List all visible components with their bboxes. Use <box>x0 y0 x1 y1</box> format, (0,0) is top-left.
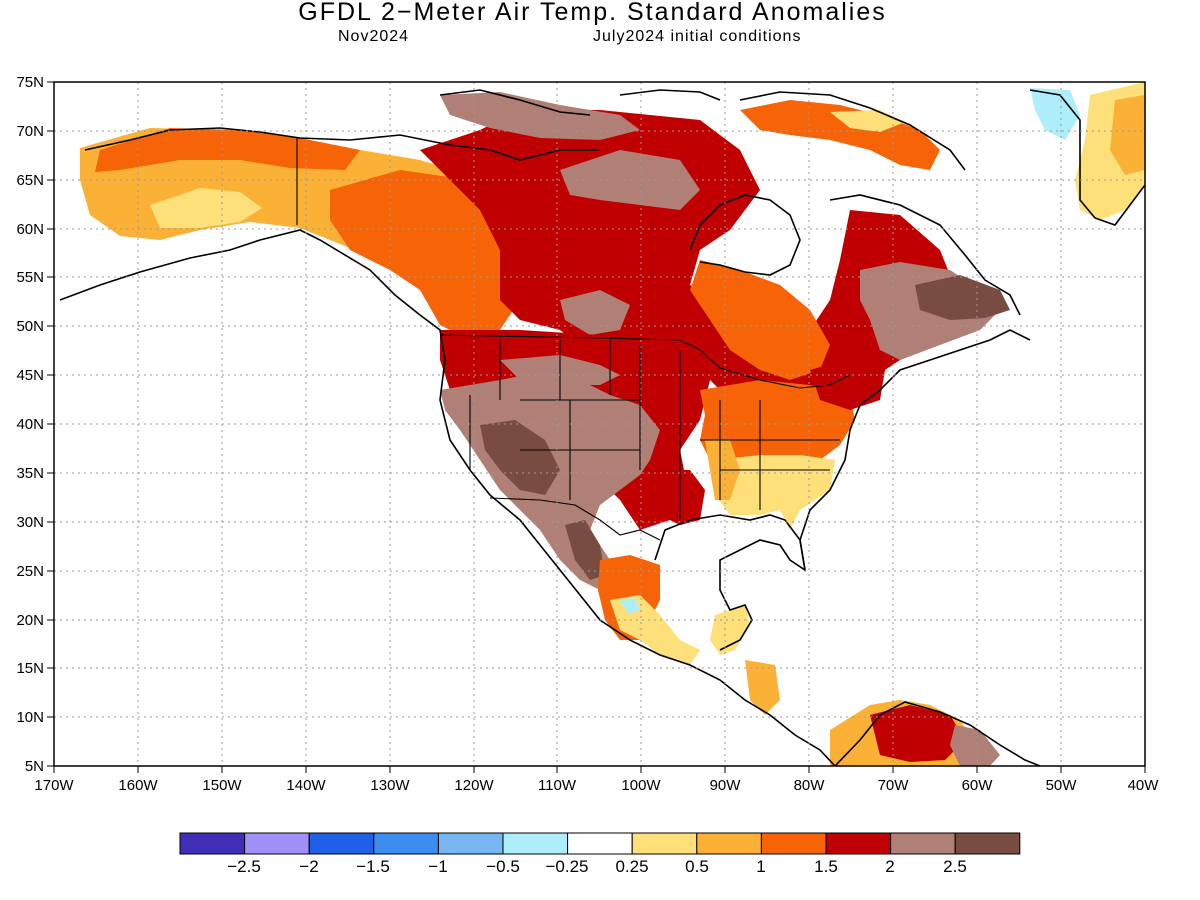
lat-tick: 45N <box>16 367 44 384</box>
lon-axis: 170W 160W 150W 140W 130W 120W 110W 100W … <box>34 777 1159 794</box>
anomaly-region-mexico-lightblue <box>620 598 640 614</box>
lat-tick: 25N <box>16 563 44 580</box>
anomaly-region-southeast-yellow <box>715 455 835 530</box>
lon-tick: 50W <box>1046 777 1078 794</box>
lon-tick: 150W <box>202 777 242 794</box>
lon-tick: 70W <box>878 777 910 794</box>
legend-swatch <box>502 832 569 855</box>
legend-swatch <box>954 832 1021 855</box>
anomaly-region-guiana-brown <box>950 725 1000 766</box>
anomaly-region-central-canada <box>420 110 960 410</box>
legend-label: 0.25 <box>615 857 648 876</box>
anomaly-region-arctic-islands-brown <box>440 92 640 140</box>
lon-tick: 110W <box>538 777 577 794</box>
lat-tick: 20N <box>16 612 44 629</box>
legend-swatch <box>308 832 375 855</box>
lat-tick: 30N <box>16 514 44 531</box>
legend-label: −0.5 <box>486 857 520 876</box>
lat-tick: 70N <box>16 123 44 140</box>
legend-label: −0.25 <box>545 857 588 876</box>
map-body <box>54 82 1145 766</box>
lat-tick: 40N <box>16 416 44 433</box>
legend-swatch <box>890 832 956 855</box>
legend-label: 2 <box>885 857 894 876</box>
legend-swatch <box>179 832 246 855</box>
anomaly-region-labrador-darkbrown <box>915 275 1010 320</box>
legend-label: 2.5 <box>943 857 967 876</box>
tick-marks <box>47 81 1146 773</box>
lon-tick: 100W <box>621 777 661 794</box>
legend-label: 0.5 <box>685 857 709 876</box>
lon-tick: 170W <box>34 777 74 794</box>
anomaly-region-baffin-orange <box>740 100 940 170</box>
anomaly-region-new-england-red <box>810 355 885 410</box>
legend-swatch <box>760 832 827 855</box>
legend-label: −2.5 <box>227 857 261 876</box>
legend-swatch <box>696 832 762 855</box>
lat-tick: 10N <box>16 709 44 726</box>
lon-tick: 40W <box>1128 777 1160 794</box>
legend-label: 1 <box>756 857 765 876</box>
legend-swatch <box>437 832 504 855</box>
anomaly-region-southwest-darkbrown <box>480 420 560 495</box>
valid-month: Nov2024 <box>338 28 410 45</box>
anomaly-region-alaska-orange-north <box>95 128 360 172</box>
lat-axis: 75N 70N 65N 60N 55N 50N 45N 40N 35N 30N … <box>16 74 44 775</box>
legend-swatch <box>825 832 892 855</box>
anomaly-region-alaska-yellow <box>150 188 262 228</box>
lon-tick: 80W <box>794 777 826 794</box>
legend-label: −1.5 <box>356 857 390 876</box>
lon-tick: 130W <box>370 777 410 794</box>
legend-swatches <box>179 832 1021 855</box>
legend-label: −2 <box>299 857 318 876</box>
anomaly-region-greenland-lightblue <box>1030 88 1080 140</box>
legend-swatch <box>373 832 439 855</box>
lat-tick: 75N <box>16 74 44 91</box>
initial-conditions: July2024 initial conditions <box>593 28 802 45</box>
anomaly-region-central-america-orange <box>745 660 780 715</box>
lat-tick: 65N <box>16 172 44 189</box>
legend-swatch <box>244 832 310 855</box>
legend-labels: −2.5 −2 −1.5 −1 −0.5 −0.25 0.25 0.5 1 1.… <box>227 857 967 876</box>
anomaly-region-western-canada <box>330 170 520 340</box>
lat-tick: 15N <box>16 660 44 677</box>
lat-tick: 55N <box>16 269 44 286</box>
lat-tick: 50N <box>16 318 44 335</box>
map-title: GFDL 2−Meter Air Temp. Standard Anomalie… <box>298 0 887 26</box>
anomaly-region-greenland-lightorange <box>1110 95 1145 175</box>
gridlines <box>54 82 1145 766</box>
anomaly-region-ontario-orange <box>690 260 830 380</box>
legend-swatch <box>631 832 698 855</box>
legend-swatch <box>567 832 633 855</box>
lat-tick: 5N <box>25 758 44 775</box>
lat-tick: 60N <box>16 221 44 238</box>
lon-tick: 160W <box>118 777 158 794</box>
anomaly-region-mexico-darkbrown <box>565 520 605 580</box>
legend-label: −1 <box>428 857 447 876</box>
lat-tick: 35N <box>16 465 44 482</box>
anomaly-region-east-orange <box>700 380 855 470</box>
anomaly-region-hudson-brown <box>560 290 630 335</box>
anomaly-region-venezuela-red <box>870 705 965 762</box>
lon-tick: 60W <box>962 777 994 794</box>
lon-tick: 90W <box>710 777 742 794</box>
anomaly-region-yucatan-yellow <box>710 605 750 655</box>
lon-tick: 120W <box>454 777 494 794</box>
anomaly-region-gulf-red <box>650 470 705 525</box>
lon-tick: 140W <box>286 777 326 794</box>
legend-label: 1.5 <box>814 857 838 876</box>
color-legend: −2.5 −2 −1.5 −1 −0.5 −0.25 0.25 0.5 1 1.… <box>179 832 1021 876</box>
borders <box>296 138 851 541</box>
